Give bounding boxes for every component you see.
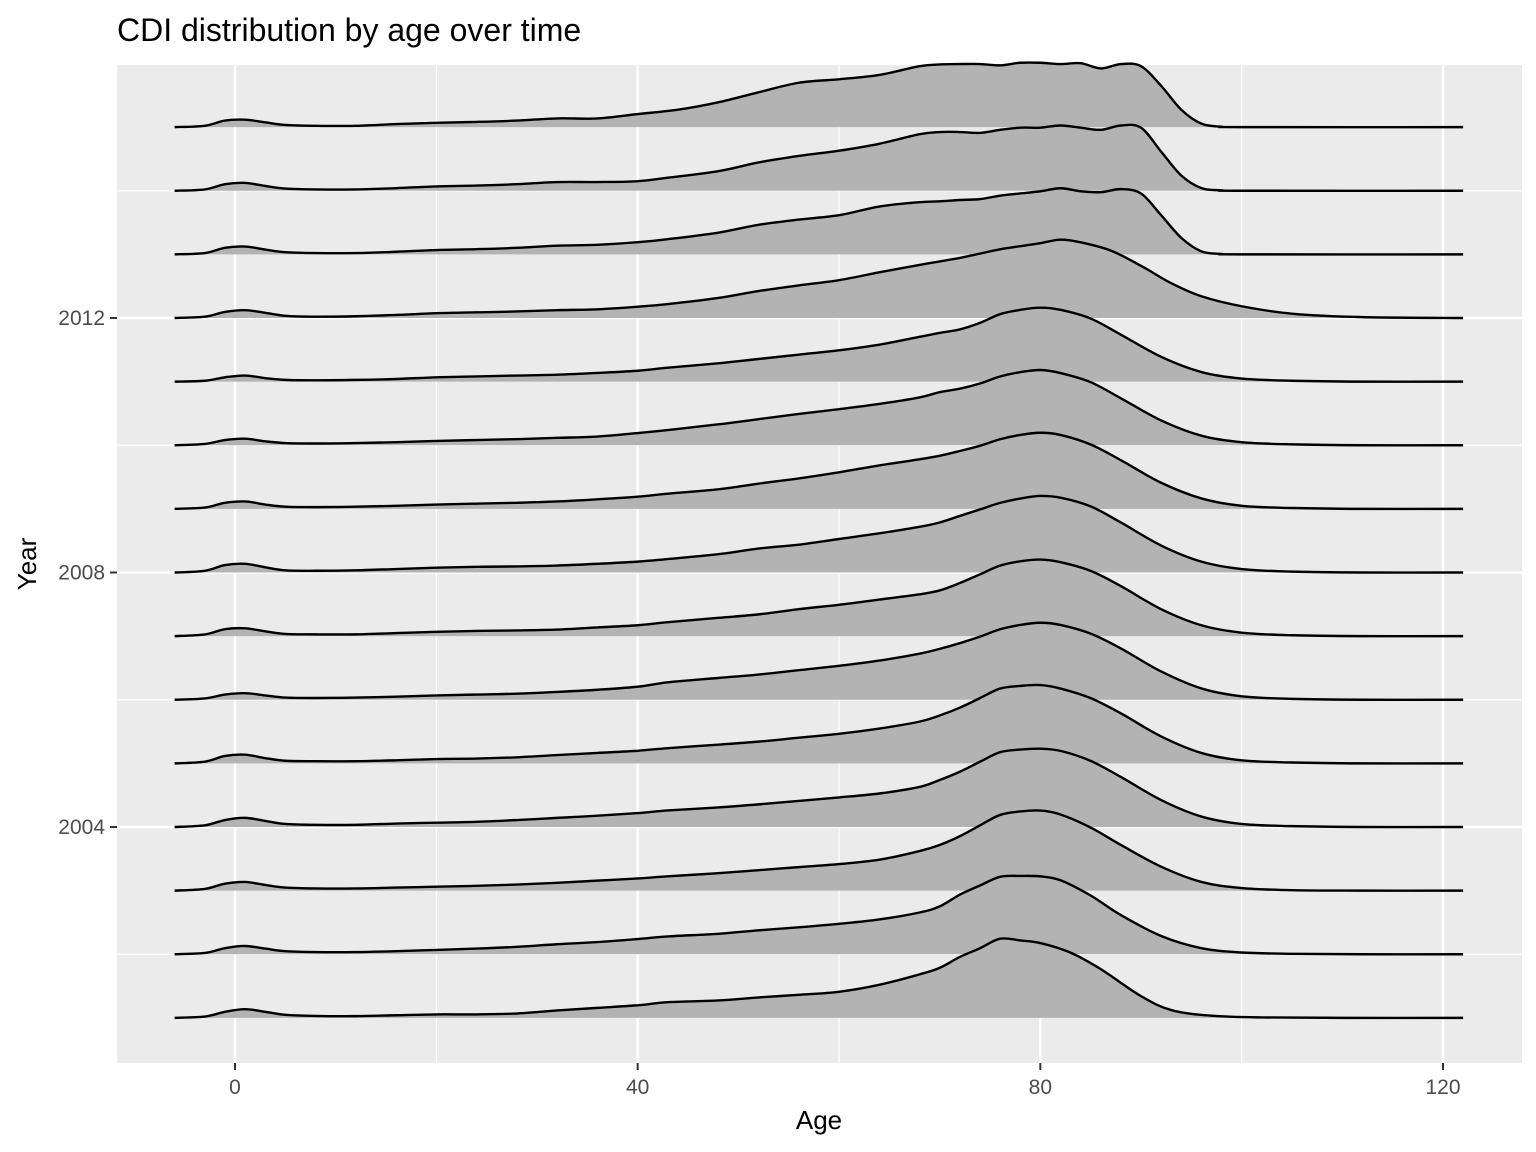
ridge-line	[174, 61, 1464, 129]
ridge-area	[174, 559, 1464, 637]
ridge-2001	[174, 937, 1464, 1020]
ridge-line	[174, 937, 1464, 1020]
ridge-area	[174, 307, 1464, 382]
ridge-area	[174, 432, 1464, 509]
x-axis-title: Age	[796, 1105, 842, 1135]
ridge-line	[174, 187, 1464, 256]
ridge-2010	[174, 368, 1464, 447]
x-tick-label: 120	[1425, 1076, 1460, 1099]
x-axis: 0 40 80 120	[229, 1063, 1461, 1099]
ridge-area	[174, 748, 1464, 828]
ridge-area	[174, 239, 1464, 318]
ridge-area	[174, 188, 1464, 255]
y-tick-label: 2008	[58, 562, 105, 585]
y-tick-label: 2012	[58, 307, 105, 330]
ridge-line	[174, 238, 1464, 320]
ridge-line	[174, 431, 1464, 511]
x-tick-label: 40	[626, 1076, 649, 1099]
ridge-area	[174, 62, 1464, 128]
ridge-2005	[174, 683, 1464, 765]
x-tick-label: 0	[229, 1076, 241, 1099]
ridge-2004	[174, 747, 1464, 829]
ridge-2003	[174, 809, 1464, 892]
ridge-line	[174, 558, 1464, 638]
ridge-2009	[174, 431, 1464, 511]
ridge-line	[174, 123, 1464, 192]
ridge-2013	[174, 187, 1464, 256]
ridge-area	[174, 622, 1464, 700]
ridge-2007	[174, 558, 1464, 638]
ridge-line	[174, 747, 1464, 829]
ridge-line	[174, 621, 1464, 702]
ridge-area	[174, 495, 1464, 573]
ridge-line	[174, 874, 1464, 956]
ridge-line	[174, 809, 1464, 892]
ridge-line	[174, 494, 1464, 574]
ridge-area	[174, 938, 1464, 1018]
ridge-area	[174, 124, 1464, 191]
ridge-line	[174, 368, 1464, 447]
ridge-area	[174, 810, 1464, 891]
ridge-2014	[174, 123, 1464, 192]
ridge-2006	[174, 621, 1464, 702]
ridge-area	[174, 875, 1464, 955]
ridge-line	[174, 683, 1464, 765]
ridge-area	[174, 369, 1464, 446]
y-axis: 2004 2008 2012	[58, 307, 117, 839]
ridge-area	[174, 684, 1464, 764]
ridge-2002	[174, 874, 1464, 956]
y-tick-label: 2004	[58, 816, 105, 839]
ridge-2015	[174, 61, 1464, 129]
chart-title: CDI distribution by age over time	[117, 12, 581, 48]
x-tick-label: 80	[1029, 1076, 1052, 1099]
ridge-2011	[174, 306, 1464, 383]
y-axis-title: Year	[12, 537, 42, 590]
ridges	[174, 61, 1464, 1020]
ridge-2012	[174, 238, 1464, 320]
ridge-2008	[174, 494, 1464, 574]
ridge-line	[174, 306, 1464, 383]
